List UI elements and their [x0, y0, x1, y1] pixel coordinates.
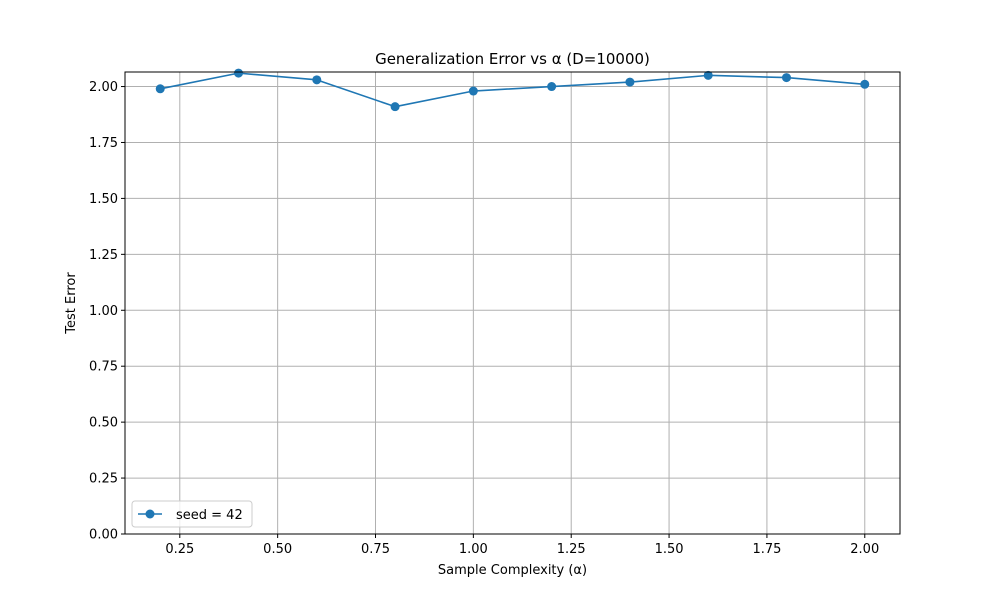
data-point — [547, 82, 557, 92]
x-tick-label: 0.50 — [263, 542, 292, 557]
x-tick-label: 1.25 — [557, 542, 586, 557]
y-tick-label: 0.25 — [89, 472, 118, 487]
y-tick-label: 1.25 — [89, 248, 118, 263]
data-point — [390, 102, 400, 112]
data-point — [468, 86, 478, 96]
y-tick-label: 0.00 — [89, 528, 118, 543]
data-point — [312, 75, 322, 85]
x-tick-label: 1.50 — [655, 542, 684, 557]
data-point — [625, 77, 635, 87]
y-tick-label: 0.50 — [89, 416, 118, 431]
legend-label: seed = 42 — [176, 508, 243, 523]
x-tick-label: 2.00 — [850, 542, 879, 557]
legend-box — [131, 500, 253, 528]
series-layer — [155, 68, 870, 112]
data-point — [860, 79, 870, 89]
y-tick-label: 1.50 — [89, 192, 118, 207]
y-axis-label: Test Error — [64, 272, 79, 335]
plot-frame — [124, 71, 901, 535]
x-tick-label: 0.75 — [361, 542, 390, 557]
data-point — [781, 73, 791, 83]
legend-marker-swatch — [145, 509, 155, 519]
x-tick-label: 1.75 — [752, 542, 781, 557]
legend: seed = 42 — [131, 500, 253, 528]
y-tick-label: 2.00 — [89, 80, 118, 95]
x-tick-label: 0.25 — [165, 542, 194, 557]
y-tick-label: 1.00 — [89, 304, 118, 319]
data-point — [234, 68, 244, 78]
data-point — [703, 70, 713, 80]
axis-ticks: 0.25 0.50 0.75 1.00 1.25 1.50 1.75 2.00 0.00 0.25… — [89, 80, 879, 557]
data-point — [155, 84, 165, 94]
x-tick-label: 1.00 — [459, 542, 488, 557]
series-line — [160, 72, 865, 108]
y-tick-label: 1.75 — [89, 136, 118, 151]
chart-title: Generalization Error vs α (D=10000) — [375, 50, 650, 68]
x-axis-label: Sample Complexity (α) — [438, 563, 587, 578]
y-tick-label: 0.75 — [89, 360, 118, 375]
